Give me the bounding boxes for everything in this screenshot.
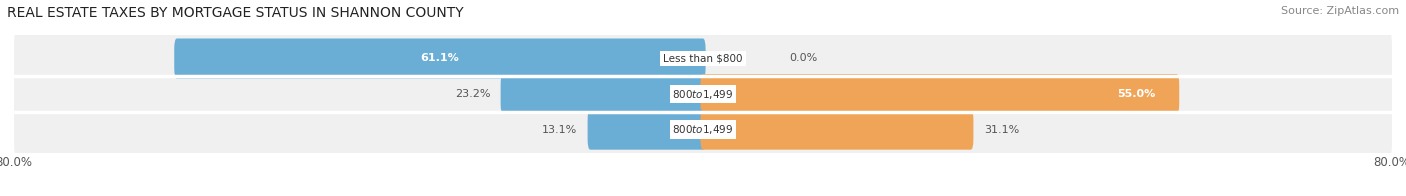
Text: REAL ESTATE TAXES BY MORTGAGE STATUS IN SHANNON COUNTY: REAL ESTATE TAXES BY MORTGAGE STATUS IN … <box>7 6 464 20</box>
FancyBboxPatch shape <box>14 99 1392 160</box>
FancyBboxPatch shape <box>14 64 1392 125</box>
FancyBboxPatch shape <box>174 38 706 78</box>
Text: 23.2%: 23.2% <box>454 89 491 99</box>
Text: Less than $800: Less than $800 <box>664 54 742 64</box>
FancyBboxPatch shape <box>501 74 706 114</box>
FancyBboxPatch shape <box>14 28 1392 89</box>
Text: 55.0%: 55.0% <box>1116 89 1156 99</box>
Text: 31.1%: 31.1% <box>984 125 1019 135</box>
FancyBboxPatch shape <box>700 74 1180 114</box>
Text: Source: ZipAtlas.com: Source: ZipAtlas.com <box>1281 6 1399 16</box>
FancyBboxPatch shape <box>588 110 706 150</box>
Text: 61.1%: 61.1% <box>420 54 460 64</box>
Text: $800 to $1,499: $800 to $1,499 <box>672 123 734 136</box>
FancyBboxPatch shape <box>700 110 973 150</box>
Text: $800 to $1,499: $800 to $1,499 <box>672 88 734 101</box>
Text: 13.1%: 13.1% <box>543 125 578 135</box>
Text: 0.0%: 0.0% <box>789 54 817 64</box>
